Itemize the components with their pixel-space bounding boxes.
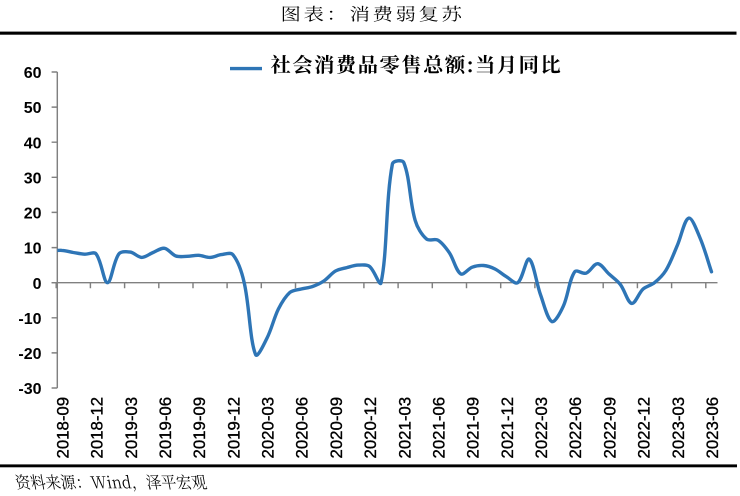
svg-text:2021-06: 2021-06 [430,397,449,459]
svg-text:50: 50 [24,100,42,117]
svg-text:-30: -30 [18,381,41,398]
svg-text:2021-03: 2021-03 [395,397,414,459]
svg-text:2018-09: 2018-09 [53,397,72,459]
svg-text:-20: -20 [18,346,41,363]
svg-text:2018-12: 2018-12 [88,397,107,459]
svg-text:40: 40 [24,135,42,152]
svg-text:2020-03: 2020-03 [259,397,278,459]
svg-text:2020-12: 2020-12 [361,397,380,459]
svg-text:2021-09: 2021-09 [464,397,483,459]
svg-text:30: 30 [24,170,42,187]
svg-text:2023-03: 2023-03 [669,397,688,459]
svg-text:2019-12: 2019-12 [224,397,243,459]
svg-text:2022-12: 2022-12 [635,397,654,459]
svg-text:2021-12: 2021-12 [498,397,517,459]
svg-text:2019-03: 2019-03 [122,397,141,459]
svg-text:0: 0 [33,276,42,293]
svg-text:2022-03: 2022-03 [532,397,551,459]
svg-text:10: 10 [24,241,42,258]
svg-text:2019-06: 2019-06 [156,397,175,459]
svg-text:2022-09: 2022-09 [600,397,619,459]
svg-text:2020-06: 2020-06 [293,397,312,459]
svg-text:2023-06: 2023-06 [703,397,722,459]
svg-text:2020-09: 2020-09 [327,397,346,459]
svg-text:-10: -10 [18,311,41,328]
svg-text:60: 60 [24,65,42,82]
svg-text:2019-09: 2019-09 [190,397,209,459]
svg-text:20: 20 [24,206,42,223]
svg-text:2022-06: 2022-06 [566,397,585,459]
